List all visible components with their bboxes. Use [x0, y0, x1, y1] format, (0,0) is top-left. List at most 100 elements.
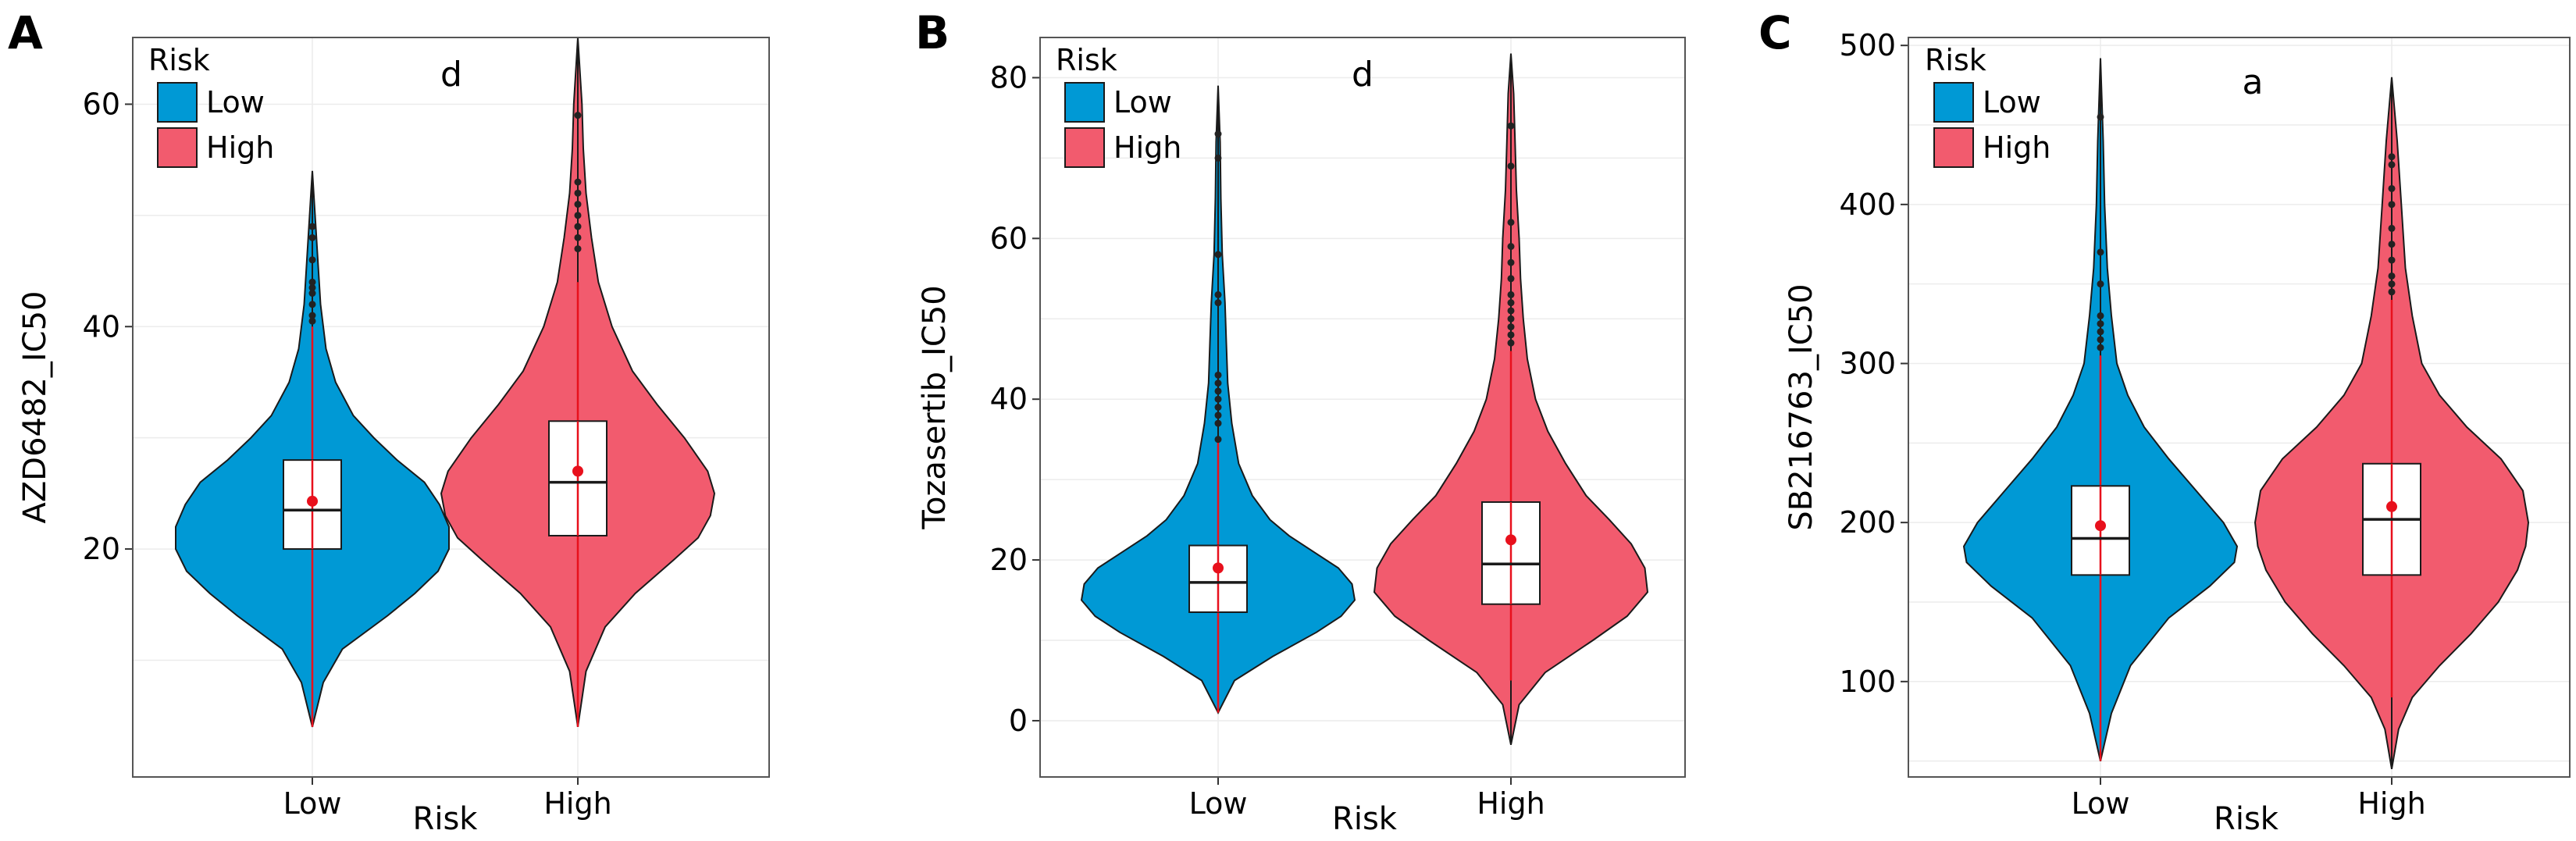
y-tick-label: 0 — [1009, 704, 1028, 738]
outlier-point — [2388, 184, 2396, 192]
y-tick-label: 20 — [83, 532, 120, 566]
outlier-point — [1214, 251, 1222, 258]
x-tick-label: High — [2357, 786, 2425, 821]
outlier-point — [2388, 288, 2396, 296]
legend-label-low: Low — [206, 85, 265, 119]
outlier-point — [1507, 290, 1515, 298]
legend-label-high: High — [1113, 130, 1181, 165]
outlier-point — [308, 283, 316, 291]
outlier-point — [1507, 323, 1515, 331]
outlier-point — [1214, 299, 1222, 307]
outlier-point — [308, 233, 316, 241]
outlier-point — [1507, 299, 1515, 307]
outlier-point — [2388, 241, 2396, 248]
outlier-point — [2388, 256, 2396, 264]
legend-key-low — [1933, 82, 1974, 123]
outlier-point — [2388, 153, 2396, 161]
panel-a: A 20 40 60 Low High Risk AZD6482_IC50 Risk Low Hig… — [8, 6, 770, 837]
plot-border — [1039, 37, 1686, 778]
outlier-point — [1507, 122, 1515, 130]
outlier-point — [2097, 344, 2104, 351]
panel-b: B 0 20 40 60 80 Low High Risk Tozasertib_IC50 Risk… — [915, 6, 1686, 837]
mean-point — [2386, 501, 2397, 512]
y-tick-label: 500 — [1839, 28, 1896, 62]
y-tick-label: 200 — [1839, 505, 1896, 540]
x-axis-title: Risk — [413, 801, 479, 837]
x-tick-label: High — [543, 786, 611, 821]
outlier-point — [574, 223, 582, 230]
legend-label-high: High — [1983, 130, 2050, 165]
outlier-point — [574, 112, 582, 119]
panel-letter: B — [915, 6, 950, 59]
outlier-point — [1507, 162, 1515, 170]
outlier-point — [1214, 154, 1222, 162]
significance-annotation: d — [440, 55, 462, 94]
y-tick-label: 100 — [1839, 665, 1896, 699]
plot-background — [133, 37, 769, 777]
outlier-point — [2097, 328, 2104, 336]
outlier-point — [574, 233, 582, 241]
outlier-point — [2097, 280, 2104, 288]
plot-border — [1908, 37, 2571, 778]
plot-background — [1908, 37, 2570, 777]
y-tick-label: 20 — [990, 543, 1028, 577]
outlier-point — [1507, 219, 1515, 226]
outlier-point — [1507, 258, 1515, 266]
significance-annotation: d — [1352, 55, 1374, 94]
outlier-point — [2097, 320, 2104, 328]
legend-key-high — [1064, 127, 1105, 168]
outlier-point — [1507, 315, 1515, 323]
y-tick-label: 60 — [83, 87, 120, 121]
outlier-point — [2388, 224, 2396, 232]
outlier-point — [574, 201, 582, 208]
outlier-point — [1214, 380, 1222, 387]
outlier-point — [1507, 307, 1515, 315]
outlier-point — [1214, 412, 1222, 419]
outlier-point — [308, 290, 316, 298]
mean-point — [1505, 534, 1516, 546]
x-tick-label: Low — [2072, 786, 2130, 821]
outlier-point — [1507, 331, 1515, 339]
outlier-point — [308, 317, 316, 325]
y-tick-label: 300 — [1839, 346, 1896, 380]
outlier-point — [1214, 419, 1222, 427]
outlier-point — [2388, 280, 2396, 288]
outlier-point — [308, 312, 316, 319]
outlier-point — [308, 301, 316, 308]
outlier-point — [574, 178, 582, 186]
mean-point — [2095, 520, 2106, 532]
y-tick-label: 60 — [990, 221, 1028, 255]
significance-annotation: a — [2243, 62, 2264, 102]
outlier-point — [1214, 130, 1222, 138]
mean-point — [1213, 562, 1224, 574]
outlier-point — [574, 189, 582, 197]
legend-title: Risk — [1056, 43, 1117, 77]
outlier-point — [2097, 113, 2104, 121]
panel-letter: A — [8, 6, 43, 59]
x-tick-label: High — [1477, 786, 1545, 821]
y-tick-label: 400 — [1839, 187, 1896, 222]
outlier-point — [1214, 395, 1222, 403]
legend-key-low — [1064, 82, 1105, 123]
outlier-point — [574, 245, 582, 253]
y-tick-label: 80 — [990, 60, 1028, 94]
mean-point — [307, 495, 318, 507]
outlier-point — [1507, 243, 1515, 251]
plot-background — [1040, 37, 1685, 777]
legend-key-high — [1933, 127, 1974, 168]
y-axis-title: AZD6482_IC50 — [17, 291, 53, 524]
panel-letter: C — [1758, 6, 1792, 59]
outlier-point — [2388, 272, 2396, 280]
outlier-point — [308, 256, 316, 264]
legend-key-low — [157, 82, 198, 123]
panel-c: C 100 200 300 400 500 Low High Risk SB216763_IC50… — [1758, 6, 2571, 837]
outlier-point — [1214, 436, 1222, 444]
legend-title: Risk — [148, 43, 210, 77]
outlier-point — [1214, 290, 1222, 298]
legend-key-high — [157, 127, 198, 168]
y-tick-label: 40 — [990, 382, 1028, 416]
outlier-point — [1507, 339, 1515, 347]
x-axis-title: Risk — [1332, 801, 1398, 837]
legend-label-low: Low — [1113, 85, 1172, 119]
